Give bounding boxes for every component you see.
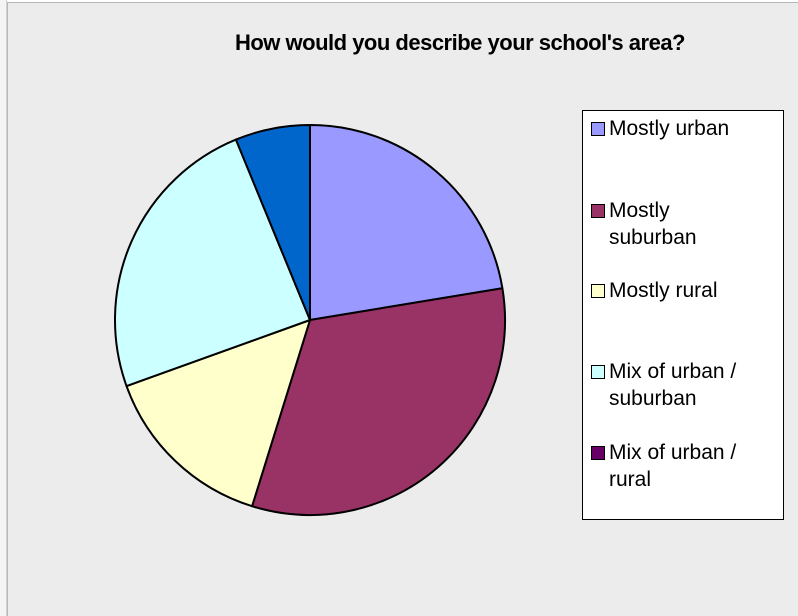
window-edge [0, 0, 7, 616]
chart-title: How would you describe your school's are… [234, 30, 686, 55]
legend-label-line: Mix of urban / [609, 360, 737, 383]
legend-item: Mix of urban / suburban [591, 358, 781, 412]
legend-label: Mostly suburban [609, 197, 697, 251]
legend-label: Mostly rural [609, 277, 718, 304]
pie-slice-mostly-urban [309, 124, 504, 321]
legend-label: Mix of urban / rural [609, 439, 736, 493]
legend-item: Mostly suburban [591, 197, 781, 251]
legend-label: Mix of urban / suburban [609, 358, 736, 412]
legend-label-line: Mostly [609, 199, 670, 222]
legend-swatch [591, 365, 605, 379]
legend-item: Mostly urban [591, 115, 781, 142]
pie-slice-mix-of-urban-rural [234, 124, 311, 321]
legend-item: Mostly rural [591, 277, 781, 304]
legend-label-line: rural [609, 468, 652, 491]
legend-swatch [591, 122, 605, 136]
legend-label-line: suburban [609, 226, 697, 249]
legend-label-line: Mix of urban / [609, 441, 737, 464]
pie-slice-mostly-suburban [251, 287, 506, 516]
pie-slice-mix-of-urban-suburban [114, 138, 311, 388]
legend-item: Mix of urban / rural [591, 439, 781, 493]
legend-label-line: Mostly urban [609, 117, 730, 140]
legend-label-line: suburban [609, 387, 697, 410]
legend-swatch [591, 284, 605, 298]
legend-label-line: Mostly rural [609, 279, 718, 302]
chart-legend: Mostly urban Mostly suburban Mostly rural Mi… [582, 110, 784, 520]
legend-label: Mostly urban [609, 115, 729, 142]
legend-swatch [591, 446, 605, 460]
pie-slice-mostly-rural [125, 319, 311, 508]
legend-swatch [591, 204, 605, 218]
